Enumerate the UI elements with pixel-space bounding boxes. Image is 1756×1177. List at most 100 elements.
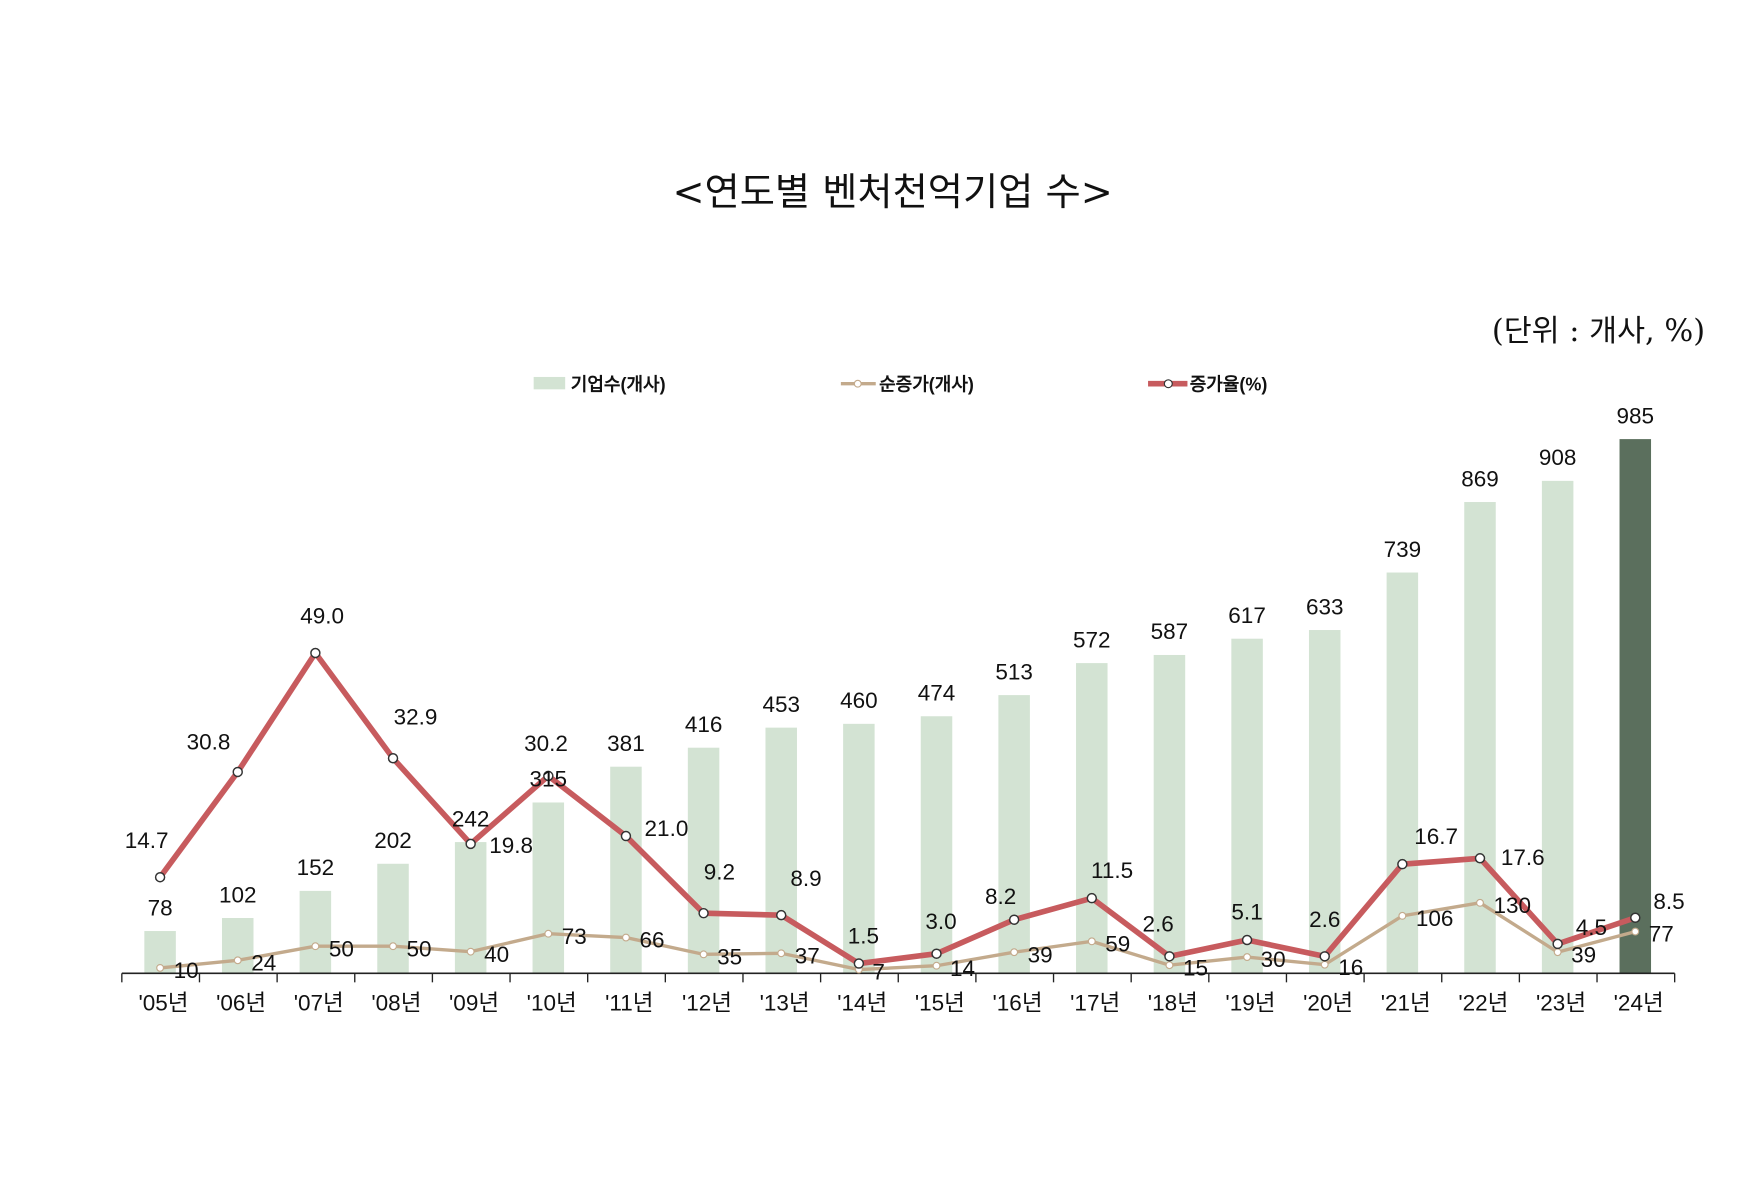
bar-label: 381: [607, 731, 645, 756]
net-increase-label: 15: [1183, 955, 1208, 980]
x-tick-label: '20년: [1303, 990, 1353, 1015]
legend: 기업수(개사) 순증가(개사) 증가율(%): [533, 374, 1268, 394]
legend-swatch-companies: [533, 376, 566, 390]
x-tick-label: '17년: [1070, 990, 1120, 1015]
x-tick-label: '24년: [1614, 990, 1664, 1015]
bar-19: [1619, 439, 1652, 974]
net-increase-point: [1165, 961, 1174, 970]
net-increase-point: [699, 950, 708, 959]
net-increase-label: 106: [1416, 906, 1454, 931]
x-tick-label: '12년: [682, 990, 732, 1015]
growth-rate-line: [157, 650, 1637, 967]
net-increase-point: [389, 942, 397, 951]
bar-9: [843, 723, 875, 974]
bar-8: [765, 727, 797, 974]
x-tick-label: '13년: [760, 990, 810, 1015]
bar-label: 633: [1306, 594, 1344, 619]
growth-rate-point: [1086, 892, 1098, 904]
x-tick-label: '19년: [1225, 990, 1275, 1015]
x-tick-label: '14년: [837, 990, 887, 1015]
growth-rate-point: [465, 838, 476, 850]
x-tick-label: '18년: [1148, 990, 1198, 1015]
net-increase-label: 24: [251, 950, 276, 975]
growth-rate-label: 2.6: [1143, 912, 1174, 937]
bar-label: 453: [762, 692, 800, 717]
growth-rate-point: [1319, 951, 1330, 962]
growth-rate-label: 11.5: [1091, 858, 1133, 883]
net-increase-label: 7: [872, 960, 885, 985]
net-increase-point: [311, 942, 320, 951]
growth-rate-point: [154, 871, 166, 883]
net-increase-point: [1087, 937, 1096, 946]
legend-label-growth-rate: 증가율(%): [1190, 374, 1268, 394]
growth-rate-point: [775, 909, 787, 921]
bar-16: [1386, 572, 1419, 974]
bar-7: [687, 747, 720, 974]
growth-rate-label: 8.9: [790, 866, 821, 891]
net-increase-label: 130: [1494, 893, 1532, 918]
x-tick-label: '15년: [915, 990, 965, 1015]
bar-label: 474: [918, 680, 956, 705]
unit-label: (단위 : 개사, %): [1492, 314, 1705, 349]
growth-rate-label: 49.0: [300, 604, 344, 629]
bar-14: [1231, 638, 1263, 974]
net-increase-point: [1320, 960, 1329, 969]
bar-label: 460: [840, 688, 878, 713]
growth-rate-label: 14.7: [125, 828, 169, 853]
net-increase-line: [159, 901, 1636, 972]
bar-label: 202: [374, 828, 412, 853]
bar-label: 739: [1384, 537, 1422, 562]
growth-rate-point: [1630, 912, 1641, 923]
growth-rate-label: 8.2: [985, 884, 1016, 909]
net-increase-point: [156, 963, 165, 972]
legend-marker-growth-rate: [1163, 379, 1173, 389]
bar-10: [920, 716, 953, 974]
net-increase-label: 30: [1261, 947, 1286, 972]
net-increase-label: 39: [1571, 942, 1596, 967]
growth-rate-label: 17.6: [1501, 845, 1545, 870]
growth-rate-point: [1008, 914, 1020, 925]
net-increase-point: [544, 929, 553, 938]
bar-label: 908: [1539, 445, 1577, 470]
net-increase-point: [1010, 948, 1019, 957]
bar-label: 315: [530, 767, 568, 792]
net-increase-point: [777, 949, 786, 958]
net-increase-label: 39: [1028, 942, 1053, 967]
growth-rate-point: [1241, 934, 1253, 946]
net-increase-point: [1476, 898, 1484, 907]
growth-rate-label: 19.8: [489, 833, 533, 858]
growth-rate-point: [1397, 858, 1408, 870]
chart-title: <연도별 벤처천억기업 수>: [672, 170, 1112, 215]
growth-rate-point: [310, 647, 321, 659]
bar-3: [377, 863, 409, 974]
net-increase-label: 59: [1105, 931, 1130, 956]
bar-1: [221, 918, 254, 974]
x-tick-label: '06년: [216, 990, 266, 1015]
bar-label: 869: [1461, 466, 1499, 491]
growth-rate-label: 3.0: [925, 909, 956, 934]
bar-label: 102: [219, 882, 257, 907]
bar-11: [998, 695, 1030, 974]
bar-17: [1464, 502, 1496, 974]
x-tick-label: '10년: [527, 990, 577, 1015]
bar-label: 513: [995, 659, 1033, 684]
x-tick-label: '23년: [1536, 990, 1586, 1015]
net-increase-label: 77: [1649, 922, 1674, 947]
bar-label: 572: [1073, 627, 1111, 652]
growth-rate-label: 16.7: [1414, 824, 1458, 849]
net-increase-label: 14: [950, 956, 975, 981]
growth-rate-label: 4.5: [1576, 915, 1607, 940]
net-increase-point: [233, 956, 242, 965]
growth-rate-label: 1.5: [848, 923, 879, 948]
growth-rate-label: 5.1: [1231, 900, 1262, 925]
bar-6: [610, 766, 642, 974]
x-tick-label: '16년: [993, 990, 1043, 1015]
net-increase-point: [1243, 953, 1252, 961]
bar-13: [1153, 654, 1186, 974]
growth-rate-label: 2.6: [1309, 907, 1340, 932]
bar-label: 152: [297, 855, 335, 880]
bar-12: [1076, 663, 1108, 974]
net-increase-label: 16: [1338, 955, 1363, 980]
